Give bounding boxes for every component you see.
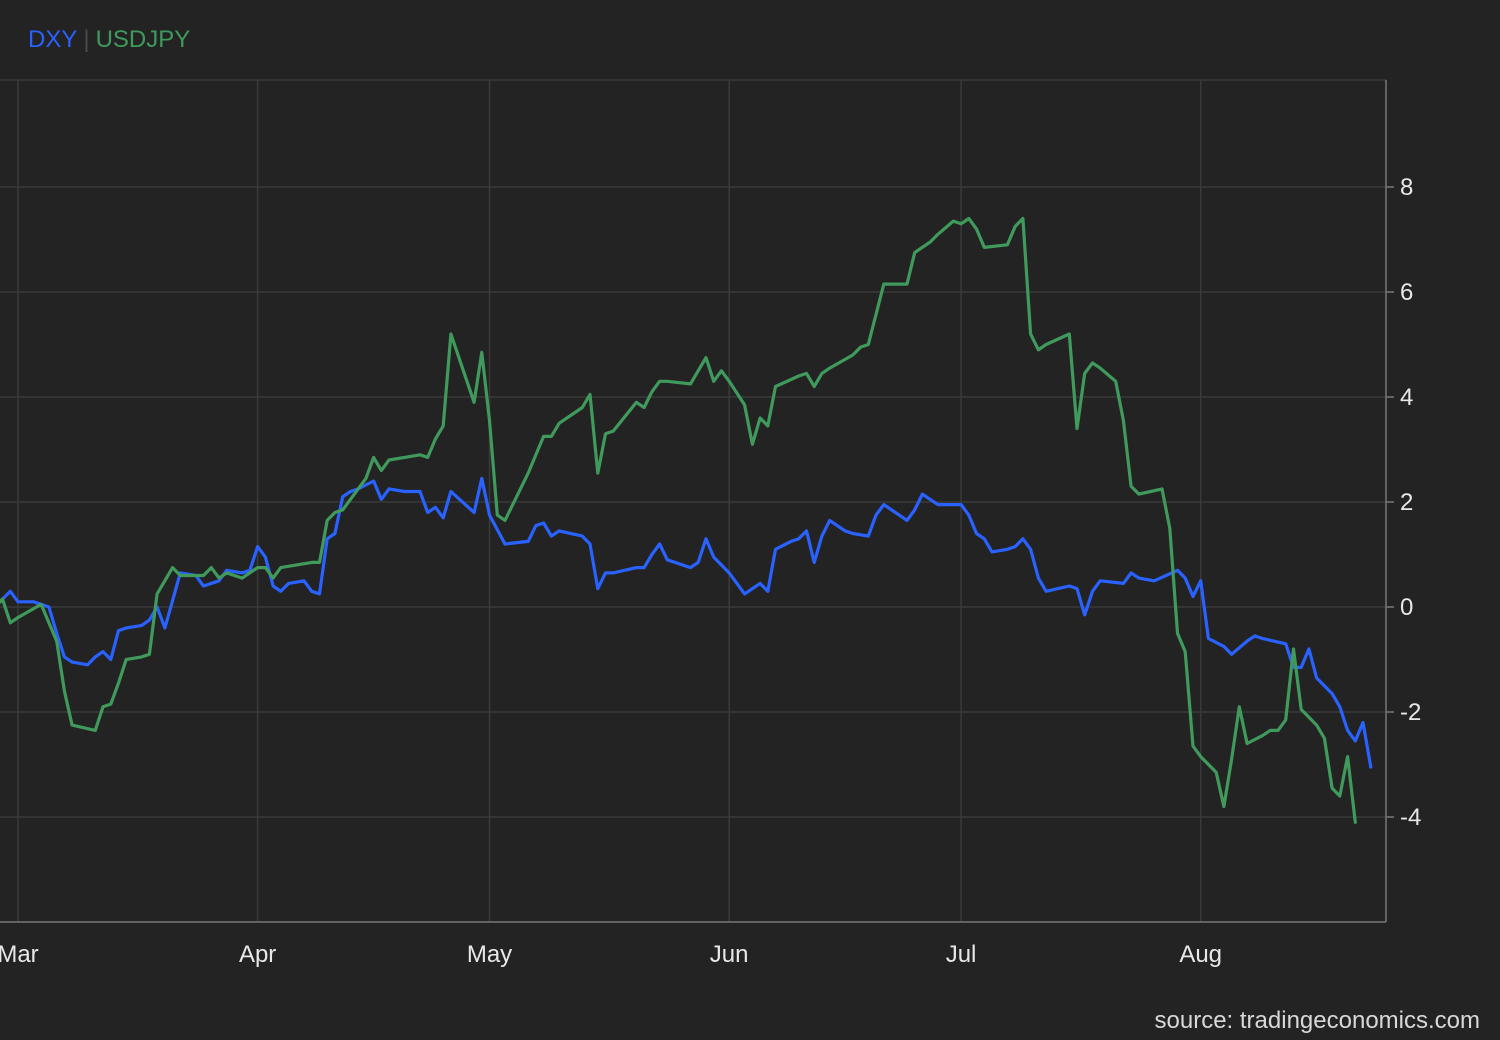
legend-separator: | — [83, 26, 90, 53]
series-line-usdjpy[interactable] — [0, 216, 1357, 824]
y-tick-label: 0 — [1400, 594, 1413, 621]
y-tick-label: 6 — [1400, 279, 1413, 306]
x-tick-label: May — [467, 941, 512, 968]
y-tick-label: 2 — [1400, 489, 1413, 516]
x-tick-label: Jun — [710, 941, 749, 968]
x-tick-label: Mar — [0, 941, 39, 968]
series-line-dxy[interactable] — [0, 476, 1373, 769]
legend-item-usdjpy[interactable]: USDJPY — [95, 26, 191, 53]
y-tick-label: 8 — [1400, 174, 1413, 201]
legend-item-dxy[interactable]: DXY — [28, 26, 78, 53]
source-attribution: source: tradingeconomics.com — [1154, 1007, 1480, 1034]
y-tick-label: -2 — [1400, 699, 1421, 726]
chart-legend: DXY | USDJPY — [28, 26, 190, 54]
x-tick-label: Aug — [1179, 941, 1222, 968]
y-tick-label: -4 — [1400, 804, 1421, 831]
x-tick-label: Jul — [946, 941, 977, 968]
x-tick-label: Apr — [239, 941, 276, 968]
y-tick-label: 4 — [1400, 384, 1413, 411]
